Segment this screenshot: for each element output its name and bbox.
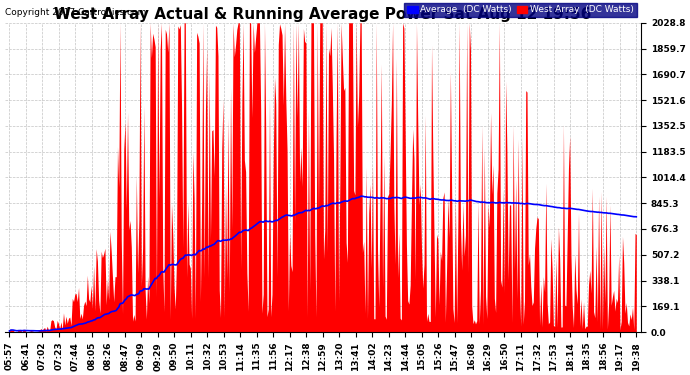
Legend: Average  (DC Watts), West Array  (DC Watts): Average (DC Watts), West Array (DC Watts… (404, 3, 637, 17)
Text: Copyright 2017 Cartronics.com: Copyright 2017 Cartronics.com (5, 8, 146, 16)
Title: West Array Actual & Running Average Power Sat Aug 12 19:56: West Array Actual & Running Average Powe… (55, 7, 591, 22)
